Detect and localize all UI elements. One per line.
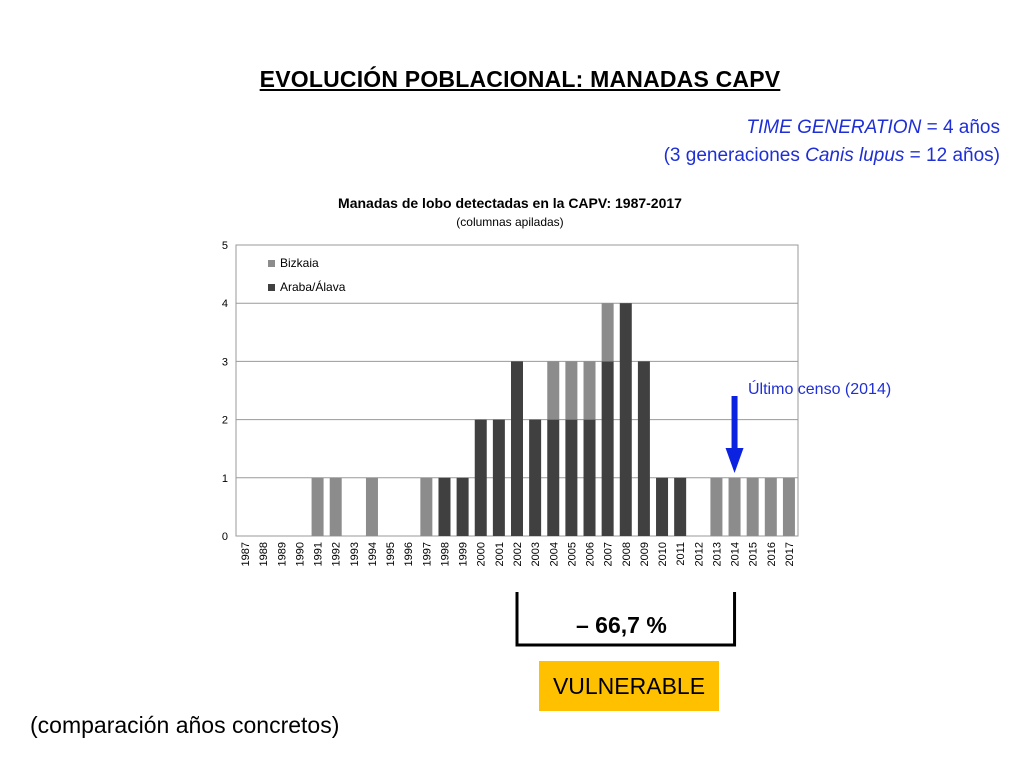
time-generation-line: TIME GENERATION = 4 años: [746, 117, 1000, 139]
census-arrow-head: [725, 448, 744, 473]
x-tick-label: 2014: [730, 542, 742, 566]
y-tick-label: 1: [222, 473, 228, 485]
x-tick-label: 1994: [367, 542, 379, 566]
bar-bizkaia-1994: [365, 477, 378, 536]
time-generation-label: TIME GENERATION: [746, 117, 922, 138]
x-tick-label: 2004: [548, 542, 560, 566]
y-tick-label: 2: [222, 415, 228, 427]
bar-bizkaia-2016: [764, 477, 777, 536]
x-tick-label: 2015: [748, 542, 760, 566]
x-tick-label: 2002: [512, 542, 524, 566]
bar-araba-lava-1998: [438, 477, 451, 536]
y-tick-label: 4: [222, 298, 228, 310]
x-tick-label: 2013: [711, 542, 723, 566]
bar-bizkaia-2006: [583, 361, 596, 420]
legend: Bizkaia Araba/Álava: [268, 256, 346, 294]
time-generation-value: = 4 años: [921, 117, 1000, 138]
bar-araba-lava-2011: [674, 477, 687, 536]
bar-araba-lava-2004: [547, 419, 560, 536]
x-tick-label: 1989: [276, 542, 288, 566]
bar-bizkaia-2007: [601, 303, 614, 362]
x-tick-label: 2011: [675, 542, 687, 566]
bar-araba-lava-2007: [601, 361, 614, 536]
axes: 0 1 2 3 4 5 1987 1988 1989 1990 1991 1992 1993 1994 19…: [222, 240, 796, 566]
bar-araba-lava-2001: [492, 419, 505, 536]
x-tick-label: 2007: [603, 542, 615, 566]
bar-bizkaia-1991: [311, 477, 324, 536]
bar-araba-lava-2009: [637, 361, 650, 536]
y-tick-label: 5: [222, 240, 228, 252]
comparison-bracket: [515, 592, 737, 647]
bar-araba-lava-2010: [656, 477, 669, 536]
x-tick-label: 2017: [784, 542, 796, 566]
x-tick-label: 1988: [258, 542, 270, 566]
annotations: Último censo (2014): [515, 379, 891, 647]
bar-araba-lava-2005: [565, 419, 578, 536]
bar-araba-lava-2003: [529, 419, 542, 536]
x-tick-label: 1993: [349, 542, 361, 566]
bar-bizkaia-1997: [420, 477, 433, 536]
x-tick-label: 2003: [530, 542, 542, 566]
x-tick-label: 1996: [403, 542, 415, 566]
note-text: (comparación años concretos): [30, 712, 340, 738]
bar-araba-lava-1999: [456, 477, 469, 536]
change-label: – 66,7 %: [576, 612, 667, 638]
generations-prefix: (3 generaciones: [663, 145, 806, 166]
bars: [311, 303, 795, 536]
census-label: Último censo (2014): [748, 379, 891, 398]
x-tick-label: 1990: [294, 542, 306, 566]
x-tick-label: 1998: [439, 542, 451, 566]
bar-bizkaia-2005: [565, 361, 578, 420]
generations-species: Canis lupus: [805, 145, 905, 166]
x-tick-label: 2005: [566, 542, 578, 566]
x-tick-label: 2006: [585, 542, 597, 566]
legend-swatch: [268, 284, 275, 291]
x-tick-label: 1987: [240, 542, 252, 566]
bar-bizkaia-2004: [547, 361, 560, 420]
chart-title: Manadas de lobo detectadas en la CAPV: 1…: [338, 195, 682, 211]
status-badge: VULNERABLE: [539, 661, 719, 711]
x-tick-label: 1995: [385, 542, 397, 566]
x-tick-label: 2009: [639, 542, 651, 566]
bar-araba-lava-2008: [619, 303, 632, 536]
x-tick-label: 1997: [421, 542, 433, 566]
bar-bizkaia-2014: [728, 477, 741, 536]
generations-line: (3 generaciones Canis lupus = 12 años): [664, 145, 1000, 167]
bar-araba-lava-2000: [474, 419, 487, 536]
slide-title: EVOLUCIÓN POBLACIONAL: MANADAS CAPV: [259, 66, 781, 92]
x-tick-label: 1999: [458, 542, 470, 566]
x-tick-label: 2008: [621, 542, 633, 566]
bar-araba-lava-2002: [511, 361, 523, 536]
x-tick-label: 2012: [693, 542, 705, 566]
x-tick-label: 2001: [494, 542, 506, 566]
y-tick-label: 0: [222, 531, 228, 543]
legend-swatch: [268, 260, 275, 267]
legend-label: Bizkaia: [280, 256, 319, 270]
bar-bizkaia-2013: [710, 477, 723, 536]
census-arrow-shaft: [731, 396, 738, 450]
bar-araba-lava-2006: [583, 419, 596, 536]
bar-bizkaia-2017: [782, 477, 795, 536]
x-tick-label: 2010: [657, 542, 669, 566]
generations-suffix: = 12 años): [904, 145, 1000, 166]
y-tick-label: 3: [222, 356, 228, 368]
x-tick-label: 1992: [331, 542, 343, 566]
bar-bizkaia-2015: [746, 477, 759, 536]
chart-subtitle: (columnas apiladas): [456, 215, 563, 229]
x-tick-label: 2016: [766, 542, 778, 566]
legend-label: Araba/Álava: [280, 279, 346, 294]
x-tick-label: 1991: [313, 542, 325, 566]
x-tick-label: 2000: [476, 542, 488, 566]
bar-bizkaia-1992: [329, 477, 342, 536]
